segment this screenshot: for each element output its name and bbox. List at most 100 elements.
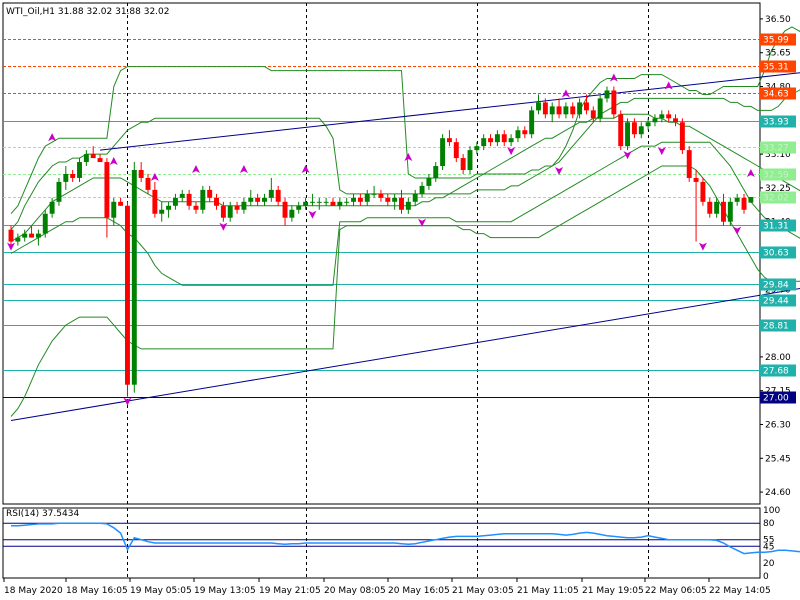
candle [131,162,137,393]
price-level-label-bg [760,87,796,100]
candle [193,201,199,214]
candle-body [159,209,165,214]
candle [145,173,151,194]
price-level-label-bg [760,219,796,232]
candle-body [118,201,124,206]
candle-body [138,170,144,178]
candle [481,134,487,151]
candle-body [296,205,302,210]
candle [652,114,658,127]
price-tick-label: 32.25 [765,184,791,194]
candle [351,193,357,206]
candle [679,118,685,155]
candle-body [590,110,596,119]
fractal-down-marker [698,242,707,251]
candle-body [15,237,21,242]
candle-body [611,90,617,115]
candle-body [200,189,206,210]
candle [138,162,144,182]
candle [159,201,165,222]
candle-body [282,201,288,218]
price-tick-label: 28.00 [765,353,791,363]
candle-body [604,90,610,99]
fractal-down-marker [555,167,564,176]
candle-body [536,102,541,111]
candle [179,189,185,202]
candle [22,229,28,242]
candle [604,86,610,103]
price-tick-label: 24.60 [765,488,791,498]
candle [323,197,329,206]
candle [330,197,336,206]
candle-body [90,154,96,159]
candle [15,233,21,246]
fractal-up-marker [561,89,570,98]
fractal-down-marker [308,210,317,219]
bollinger-mid-lower-line [10,141,800,286]
candle-body [515,130,521,139]
rsi-tick-label: 55 [763,536,774,546]
main-chart-frame [2,2,761,505]
candle-body [426,177,432,186]
rsi-tick-label: 80 [763,519,775,529]
candle [275,185,281,206]
candle [241,197,247,214]
candle-body [56,181,62,202]
candle [631,118,637,139]
candle [234,201,240,214]
candle [35,229,41,246]
candle [392,193,398,210]
candle [207,185,213,202]
price-tick-label: 25.45 [765,454,791,464]
candle-body [405,201,411,210]
price-level-label: 30.63 [763,249,789,259]
bollinger-outer-upper-line [10,26,800,215]
candle [77,158,82,182]
price-tick-label: 26.30 [765,420,791,430]
fractal-up-marker [301,164,310,173]
time-tick-label: 22 May 06:05 [645,586,707,596]
candle-body [488,138,494,143]
candle-body [721,201,726,222]
candle-body [275,189,281,202]
candle-body [42,213,48,234]
candle [248,189,254,206]
candle-body [378,193,384,198]
candle [625,118,631,151]
candle-body [97,158,103,163]
candle-body [337,201,343,206]
time-tick-label: 19 May 05:05 [130,586,192,596]
price-level-label: 32.02 [763,194,789,204]
rsi-tick-label: 45 [763,542,774,552]
candle [433,162,439,182]
candle [453,138,459,163]
candle [316,197,322,210]
trendline [10,288,800,421]
fractal-up-marker [404,153,413,162]
candle-body [8,229,14,242]
price-level-label: 32.59 [763,171,789,181]
candle-body [474,146,480,151]
price-level-label: 28.81 [763,322,789,332]
candle-body [316,201,322,203]
candle [220,201,226,222]
candle [590,106,596,123]
price-level-label-bg [760,391,796,404]
price-level-label-bg [760,168,796,181]
candle [166,201,172,218]
candle-body [577,102,583,115]
candle [56,177,62,206]
candles [8,86,754,397]
candle-body [508,138,514,143]
candle-body [433,166,439,178]
fractal-up-marker [48,133,57,142]
price-tick-label: 35.65 [765,49,791,59]
time-tick-label: 20 May 08:05 [324,586,386,596]
time-tick-label: 19 May 13:05 [194,586,256,596]
candle-body [214,197,219,206]
candle [29,225,35,238]
candle-body [501,134,507,143]
price-level-label: 29.44 [763,297,789,307]
candle [618,110,624,151]
